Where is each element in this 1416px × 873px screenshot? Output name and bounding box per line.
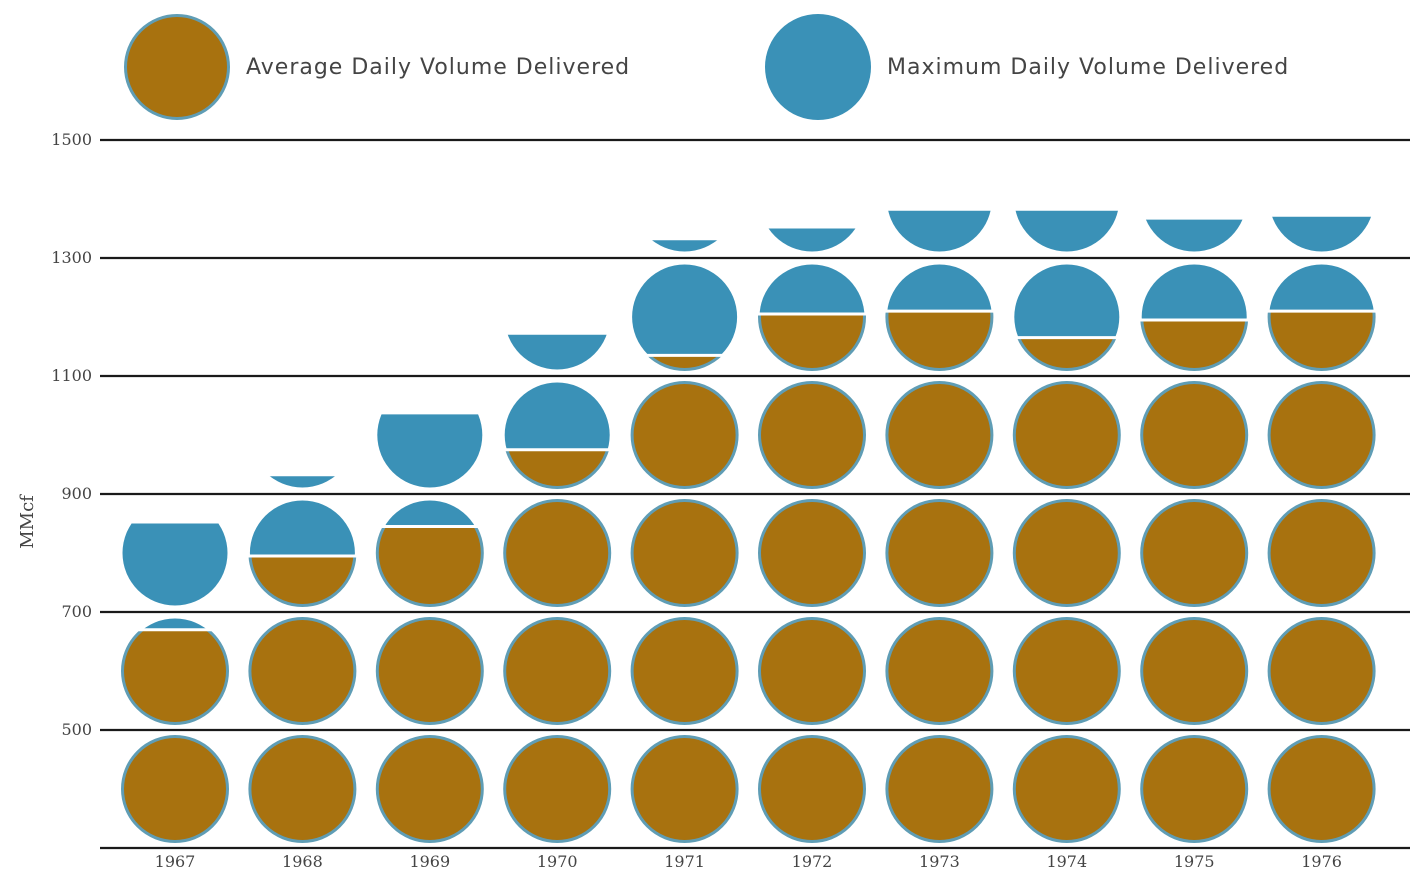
- avg-mark-1976-3: [1267, 381, 1376, 489]
- avg-mark-1973-3: [885, 381, 994, 489]
- avg-mark-1972-0: [758, 735, 866, 843]
- avg-mark-1970-1: [503, 617, 612, 725]
- gridlines: [100, 138, 1410, 850]
- bar-1974: [1012, 210, 1122, 843]
- bar-1973: [884, 210, 994, 843]
- avg-mark-1968-1: [248, 617, 357, 725]
- y-tick-label-1500: 1500: [51, 130, 92, 149]
- avg-mark-1968-0: [248, 735, 357, 843]
- avg-mark-1973-4: [885, 311, 994, 371]
- x-tick-label-1973: 1973: [919, 852, 960, 871]
- avg-mark-1976-1: [1267, 617, 1376, 725]
- avg-mark-1967-1: [121, 629, 229, 725]
- avg-mark-1971-1: [630, 617, 739, 725]
- avg-mark-1974-2: [1012, 499, 1121, 607]
- avg-mark-1971-2: [630, 499, 739, 607]
- max-mark-1973-5: [888, 210, 991, 252]
- max-mark-1971-4: [632, 264, 738, 370]
- y-tick-label-500: 500: [61, 720, 92, 739]
- legend-item-maximum: Maximum Daily Volume Delivered: [765, 12, 1289, 122]
- avg-mark-1975-4: [1140, 319, 1249, 371]
- max-mark-1970-4: [507, 334, 607, 370]
- x-tick-label-1970: 1970: [537, 852, 578, 871]
- avg-mark-1974-1: [1012, 617, 1121, 725]
- y-tick-label-1100: 1100: [51, 366, 92, 385]
- avg-mark-1972-4: [758, 314, 866, 371]
- avg-mark-1973-2: [885, 499, 994, 607]
- x-tick-label-1968: 1968: [282, 852, 323, 871]
- bar-1972: [757, 228, 867, 843]
- avg-mark-1967-0: [121, 735, 229, 843]
- avg-mark-1970-2: [503, 499, 612, 607]
- bar-1970: [502, 334, 612, 843]
- avg-mark-1974-4: [1016, 337, 1117, 371]
- avg-mark-1969-1: [375, 617, 484, 725]
- x-tick-label-1969: 1969: [409, 852, 450, 871]
- legend-label-maximum: Maximum Daily Volume Delivered: [887, 54, 1290, 80]
- avg-mark-1968-2: [248, 555, 357, 607]
- max-mark-1972-5: [768, 228, 856, 252]
- avg-mark-1976-2: [1267, 499, 1376, 607]
- legend-swatch-maximum: [765, 14, 871, 120]
- avg-mark-1970-3: [505, 449, 610, 489]
- y-tick-label-900: 900: [61, 484, 92, 503]
- avg-mark-1969-2: [375, 526, 484, 607]
- avg-mark-1976-4: [1267, 311, 1376, 371]
- x-tick-label-1972: 1972: [792, 852, 833, 871]
- avg-mark-1973-0: [885, 735, 994, 843]
- max-mark-1976-5: [1272, 216, 1372, 252]
- avg-mark-1971-3: [630, 381, 739, 489]
- max-mark-1967-2: [122, 523, 228, 606]
- y-tick-label-1300: 1300: [51, 248, 92, 267]
- avg-mark-1972-3: [758, 381, 866, 489]
- x-tick-label-1976: 1976: [1301, 852, 1342, 871]
- x-tick-label-1967: 1967: [155, 852, 196, 871]
- legend: Average Daily Volume Delivered Maximum D…: [0, 12, 1416, 122]
- bar-1969: [375, 414, 485, 843]
- max-mark-1975-5: [1145, 219, 1243, 252]
- x-tick-label-1974: 1974: [1046, 852, 1087, 871]
- bar-1975: [1139, 219, 1249, 843]
- legend-item-average: Average Daily Volume Delivered: [124, 12, 630, 122]
- bar-1967: [120, 523, 230, 843]
- max-mark-1968-3: [269, 476, 335, 488]
- avg-mark-1974-0: [1012, 735, 1121, 843]
- avg-mark-1975-3: [1140, 381, 1249, 489]
- bar-1976: [1267, 216, 1377, 843]
- x-tick-label-1971: 1971: [664, 852, 705, 871]
- avg-mark-1970-0: [503, 735, 612, 843]
- max-mark-1969-3: [377, 414, 483, 488]
- avg-mark-1972-2: [758, 499, 866, 607]
- legend-swatch-average: [124, 14, 230, 120]
- bar-1971: [630, 240, 740, 843]
- max-mark-1971-5: [652, 240, 718, 252]
- avg-mark-1975-0: [1140, 735, 1249, 843]
- avg-mark-1971-4: [646, 355, 723, 371]
- avg-mark-1972-1: [758, 617, 866, 725]
- bar-1968: [247, 476, 357, 843]
- avg-mark-1974-3: [1012, 381, 1121, 489]
- x-tick-label-1975: 1975: [1174, 852, 1215, 871]
- avg-mark-1971-0: [630, 735, 739, 843]
- avg-mark-1969-0: [375, 735, 484, 843]
- y-tick-label-700: 700: [61, 602, 92, 621]
- y-axis-label: MMcf: [17, 494, 38, 549]
- max-mark-1974-5: [1015, 210, 1118, 252]
- avg-mark-1975-2: [1140, 499, 1249, 607]
- avg-mark-1973-1: [885, 617, 994, 725]
- avg-mark-1976-0: [1267, 735, 1376, 843]
- legend-label-average: Average Daily Volume Delivered: [246, 54, 631, 80]
- avg-mark-1975-1: [1140, 617, 1249, 725]
